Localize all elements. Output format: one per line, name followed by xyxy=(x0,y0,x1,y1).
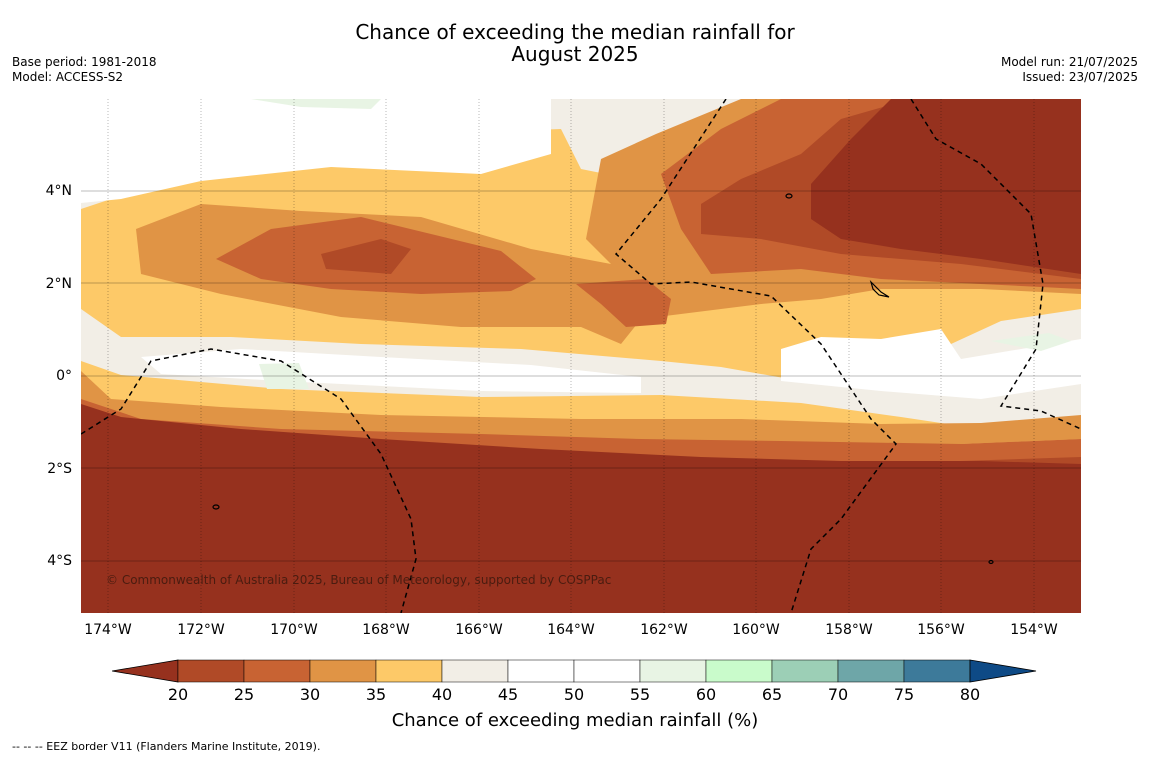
eez-footnote: -- -- -- EEZ border V11 (Flanders Marine… xyxy=(12,740,321,753)
lon-tick-label: 156°W xyxy=(917,622,965,638)
eez-border-kiribati-west xyxy=(81,348,417,613)
band-40-45-eq xyxy=(81,309,1081,429)
band-55-60-west xyxy=(259,363,309,389)
island-1 xyxy=(785,193,793,199)
model-run: Model run: 21/07/2025 xyxy=(1000,55,1138,69)
colorbar-extend-high xyxy=(969,659,1037,683)
colorbar-tick-label: 40 xyxy=(431,685,453,704)
graticule xyxy=(81,99,1081,613)
lon-tick-label: 164°W xyxy=(547,622,595,638)
band-45-55-east xyxy=(781,329,1081,399)
colorbar-tick-label: 45 xyxy=(497,685,519,704)
map-title-line-1: Chance of exceeding the median rainfall … xyxy=(355,20,795,44)
colorbar-tick-label: 30 xyxy=(299,685,321,704)
island-4 xyxy=(988,559,994,565)
lon-tick-label: 174°W xyxy=(84,622,132,638)
band-25-30-mid xyxy=(576,279,671,327)
colorbar-tick-label: 35 xyxy=(365,685,387,704)
lat-tick-label: 2°S xyxy=(47,461,72,477)
band-lt20-ne xyxy=(811,99,1081,274)
map-canvas xyxy=(81,99,1081,613)
lat-tick-label: 4°S xyxy=(47,553,72,569)
colorbar-segment-25-30 xyxy=(243,659,311,683)
colorbar-segment-30-35 xyxy=(309,659,377,683)
lat-tick-label: 2°N xyxy=(45,276,72,292)
colorbar-tick-label: 70 xyxy=(827,685,849,704)
eez-borders xyxy=(81,99,1081,613)
colorbar-tick-label: 50 xyxy=(563,685,585,704)
issued-date: Issued: 23/07/2025 xyxy=(1022,70,1138,84)
rainfall-map xyxy=(81,99,1081,613)
colorbar-segment-65-70 xyxy=(771,659,839,683)
colorbar-tick-label: 20 xyxy=(167,685,189,704)
colorbar-segment-55-60 xyxy=(639,659,707,683)
lon-tick-label: 160°W xyxy=(732,622,780,638)
island-3 xyxy=(212,504,220,510)
lon-tick-label: 158°W xyxy=(825,622,873,638)
eez-border-kiribati-east xyxy=(614,99,897,613)
colorbar-segment-40-45 xyxy=(441,659,509,683)
copyright-notice: © Commonwealth of Australia 2025, Bureau… xyxy=(106,573,612,587)
band-30-35-south xyxy=(81,371,1081,444)
colorbar-tick-label: 60 xyxy=(695,685,717,704)
colorbar-tick-label: 65 xyxy=(761,685,783,704)
colorbar-segment-70-75 xyxy=(837,659,905,683)
band-lt20-south xyxy=(81,404,1081,613)
colorbar-segment-35-40 xyxy=(375,659,443,683)
band-55-60-north xyxy=(251,99,381,109)
lat-tick-label: 0° xyxy=(56,368,72,384)
colorbar-segment-75-80 xyxy=(903,659,971,683)
lon-tick-label: 166°W xyxy=(455,622,503,638)
band-45-55-north xyxy=(81,99,551,203)
colorbar-tick-label: 55 xyxy=(629,685,651,704)
colorbar-label: Chance of exceeding median rainfall (%) xyxy=(391,710,759,731)
colorbar-tick-label: 75 xyxy=(893,685,915,704)
band-45-55-eq xyxy=(141,349,641,393)
map-title-line-2: August 2025 xyxy=(511,42,639,66)
lon-tick-label: 172°W xyxy=(177,622,225,638)
model-name: Model: ACCESS-S2 xyxy=(12,70,124,84)
meta-right: Model run: 21/07/2025 Issued: 23/07/2025 xyxy=(1001,55,1138,85)
colorbar xyxy=(112,659,1037,683)
meta-left: Base period: 1981-2018 Model: ACCESS-S2 xyxy=(12,55,157,85)
eez-border-east xyxy=(910,99,1081,430)
lon-tick-label: 154°W xyxy=(1010,622,1058,638)
colorbar-segment-50-55 xyxy=(573,659,641,683)
colorbar-tick-label: 80 xyxy=(959,685,981,704)
colorbar-extend-low xyxy=(112,659,179,683)
band-55-60-east xyxy=(991,333,1071,351)
lon-tick-label: 170°W xyxy=(270,622,318,638)
colorbar-segment-45-50 xyxy=(507,659,575,683)
islands xyxy=(212,193,994,565)
lon-tick-label: 168°W xyxy=(362,622,410,638)
base-period: Base period: 1981-2018 xyxy=(12,55,157,69)
lon-tick-label: 162°W xyxy=(640,622,688,638)
colorbar-segment-20-25 xyxy=(177,659,245,683)
lat-tick-label: 4°N xyxy=(45,183,72,199)
colorbar-tick-label: 25 xyxy=(233,685,255,704)
colorbar-segment-60-65 xyxy=(705,659,773,683)
island-2 xyxy=(869,279,890,298)
band-20-25 xyxy=(321,239,411,274)
